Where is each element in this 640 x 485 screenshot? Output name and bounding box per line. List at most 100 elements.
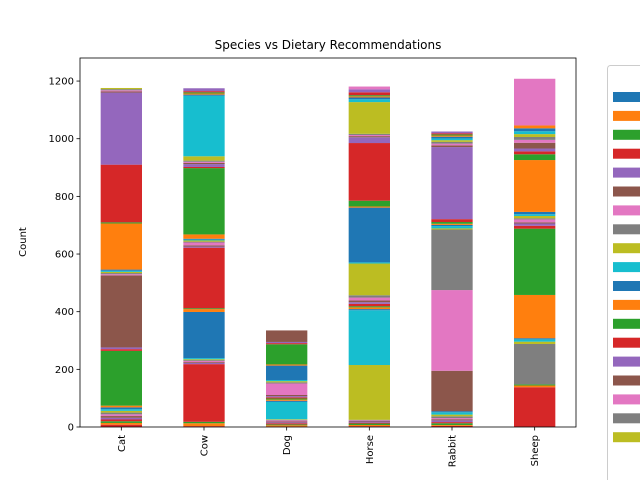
legend-swatch <box>613 187 640 197</box>
chart-title: Species vs Dietary Recommendations <box>215 38 442 52</box>
bar-segment-horse-2 <box>349 424 390 425</box>
bar-segment-horse-34 <box>349 89 390 92</box>
bar-segment-horse-3 <box>349 423 390 424</box>
bar-segment-cow-30 <box>183 95 224 96</box>
bar-segment-cat-2 <box>101 421 142 423</box>
bar-segment-dog-8 <box>266 419 307 420</box>
bar-segment-dog-4 <box>266 422 307 423</box>
bar-segment-horse-27 <box>349 134 390 135</box>
bar-segment-dog-18 <box>266 381 307 382</box>
bar-segment-horse-29 <box>349 99 390 102</box>
bar-segment-dog-9 <box>266 402 307 419</box>
bar-segment-dog-2 <box>266 424 307 425</box>
bar-segment-horse-31 <box>349 96 390 97</box>
bar-segment-cow-27 <box>183 161 224 162</box>
bar-segment-cat-6 <box>101 414 142 416</box>
bar-segment-cat-28 <box>101 88 142 89</box>
legend-swatch <box>613 394 640 404</box>
bar-segment-cow-10 <box>183 312 224 358</box>
legend-swatch <box>613 319 640 329</box>
bar-segment-sheep-20 <box>514 212 555 214</box>
bar-segment-sheep-0 <box>514 387 555 427</box>
bar-segment-horse-23 <box>349 143 390 201</box>
bar-segment-cow-23 <box>183 167 224 168</box>
bar-segment-horse-26 <box>349 135 390 136</box>
bar-segment-horse-7 <box>349 420 390 421</box>
bar-segment-sheep-21 <box>514 160 555 212</box>
bar-segment-horse-9 <box>349 310 390 365</box>
legend-swatch <box>613 130 640 140</box>
bar-segment-cat-17 <box>101 273 142 274</box>
bar-segment-horse-19 <box>349 262 390 263</box>
bar-segment-sheep-31 <box>514 125 555 128</box>
bar-segment-horse-6 <box>349 420 390 421</box>
bar-segment-cow-34 <box>183 88 224 91</box>
bar-segment-horse-32 <box>349 95 390 96</box>
bar-segment-horse-18 <box>349 264 390 296</box>
bar-segment-dog-3 <box>266 423 307 424</box>
bar-segment-sheep-14 <box>514 223 555 225</box>
bar-segment-dog-11 <box>266 400 307 401</box>
bar-segment-rabbit-22 <box>431 222 472 224</box>
bar-segment-dog-23 <box>266 343 307 344</box>
bar-segment-cat-19 <box>101 271 142 272</box>
bar-segment-horse-20 <box>349 208 390 263</box>
bar-segment-rabbit-26 <box>431 144 472 146</box>
bar-segment-sheep-36 <box>514 79 555 126</box>
y-tick-label: 1200 <box>49 77 74 88</box>
bar-segment-horse-28 <box>349 102 390 134</box>
bar-segment-cat-16 <box>101 274 142 275</box>
bar-segment-sheep-17 <box>514 218 555 219</box>
bar-segment-cow-24 <box>183 164 224 167</box>
bar-segment-dog-14 <box>266 396 307 397</box>
bar-segment-rabbit-3 <box>431 422 472 423</box>
bar-segment-cat-12 <box>101 351 142 406</box>
bar-segment-horse-25 <box>349 136 390 137</box>
bar-segment-cat-21 <box>101 223 142 269</box>
bar-segment-rabbit-32 <box>431 134 472 135</box>
legend-swatch <box>613 243 640 253</box>
legend-swatch <box>613 281 640 291</box>
bar-segment-cat-7 <box>101 413 142 415</box>
bar-segment-dog-25 <box>266 330 307 342</box>
bar-segment-cow-6 <box>183 361 224 362</box>
bar-segment-rabbit-4 <box>431 420 472 422</box>
bar-segment-cow-31 <box>183 93 224 94</box>
bar-segment-rabbit-29 <box>431 138 472 140</box>
bar-segment-sheep-25 <box>514 143 555 149</box>
bar-segment-sheep-30 <box>514 128 555 131</box>
bar-segment-cat-4 <box>101 418 142 420</box>
bar-segment-sheep-28 <box>514 134 555 137</box>
bar-segment-cat-22 <box>101 222 142 223</box>
bar-segment-cow-14 <box>183 247 224 248</box>
bar-segment-sheep-15 <box>514 222 555 223</box>
bar-segment-cat-9 <box>101 409 142 411</box>
legend-swatch <box>613 168 640 178</box>
x-tick-label-rabbit: Rabbit <box>448 435 459 467</box>
bar-segment-sheep-2 <box>514 384 555 385</box>
bar-segment-rabbit-7 <box>431 416 472 418</box>
bar-segment-rabbit-33 <box>431 133 472 134</box>
y-tick-label: 600 <box>55 250 74 261</box>
bar-segment-dog-16 <box>266 383 307 395</box>
bar-segment-cow-15 <box>183 245 224 246</box>
bar-segment-rabbit-5 <box>431 419 472 420</box>
legend-swatch <box>613 92 640 102</box>
bar-segment-horse-5 <box>349 421 390 422</box>
bar-segment-rabbit-34 <box>431 132 472 134</box>
bar-segment-cow-17 <box>183 242 224 243</box>
bar-segment-cat-11 <box>101 406 142 408</box>
bar-segment-cow-8 <box>183 359 224 360</box>
bar-segment-cat-5 <box>101 416 142 418</box>
bar-segment-dog-10 <box>266 401 307 402</box>
bar-segment-sheep-19 <box>514 214 555 216</box>
bar-segment-dog-17 <box>266 382 307 383</box>
bar-segment-rabbit-31 <box>431 136 472 137</box>
y-tick-label: 800 <box>55 192 74 203</box>
bar-segment-cow-21 <box>183 234 224 238</box>
bar-segment-sheep-12 <box>514 229 555 295</box>
legend-swatch <box>613 338 640 348</box>
bar-segment-rabbit-15 <box>431 371 472 411</box>
